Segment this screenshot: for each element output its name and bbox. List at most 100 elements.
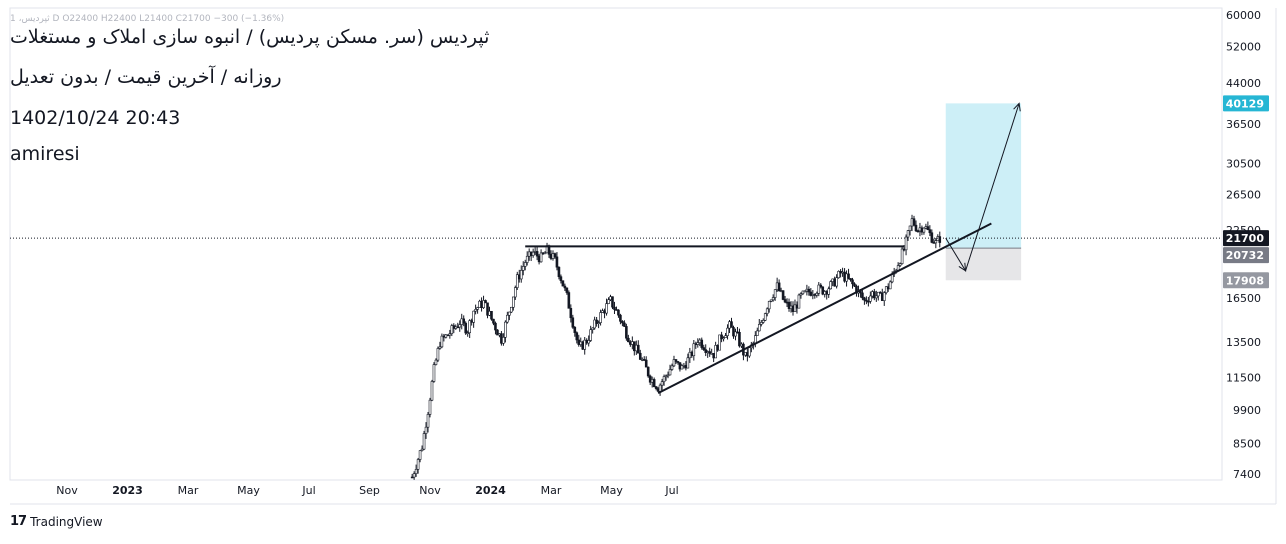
candle-body bbox=[432, 364, 436, 382]
candle-body bbox=[426, 414, 430, 428]
candle bbox=[474, 304, 477, 315]
candle bbox=[714, 341, 717, 359]
candle-body bbox=[504, 321, 507, 338]
candle-body bbox=[926, 226, 930, 230]
candle-body bbox=[412, 473, 416, 478]
candle-body bbox=[847, 273, 850, 279]
candle-body bbox=[815, 293, 819, 296]
candle bbox=[734, 328, 737, 341]
candle-body bbox=[783, 299, 787, 303]
candle bbox=[595, 316, 598, 327]
target-zone[interactable] bbox=[945, 103, 1022, 249]
candle bbox=[563, 283, 567, 291]
candle-body bbox=[510, 306, 513, 313]
support-trendline[interactable] bbox=[657, 222, 992, 395]
candle bbox=[621, 320, 624, 327]
candle-body bbox=[583, 339, 587, 350]
candle bbox=[738, 328, 741, 348]
candle bbox=[676, 361, 680, 365]
candle bbox=[670, 363, 674, 371]
candle-body bbox=[755, 330, 759, 336]
candle-body bbox=[468, 320, 471, 334]
candle-body bbox=[646, 366, 650, 377]
candle-body bbox=[748, 347, 751, 357]
y-tick-label: 9900 bbox=[1233, 404, 1261, 417]
candle-body bbox=[916, 230, 920, 233]
candle bbox=[761, 318, 765, 324]
candle bbox=[623, 320, 626, 327]
candle-body bbox=[448, 333, 452, 336]
price-tag-target: 40129 bbox=[1223, 95, 1269, 112]
x-tick-label: Mar bbox=[178, 484, 199, 497]
candle bbox=[787, 298, 791, 312]
candle-body bbox=[803, 290, 807, 293]
candle bbox=[486, 302, 489, 319]
candle bbox=[422, 430, 426, 451]
y-tick-label: 13500 bbox=[1226, 336, 1261, 349]
candle-body bbox=[865, 299, 868, 302]
candle-body bbox=[882, 292, 886, 301]
candle bbox=[878, 291, 882, 294]
candle bbox=[523, 259, 527, 271]
tradingview-brand[interactable]: 17 TradingView bbox=[10, 514, 103, 529]
projection-arrowhead-up bbox=[1013, 102, 1021, 112]
candle bbox=[692, 339, 696, 361]
candle bbox=[589, 325, 592, 342]
candle-body bbox=[763, 313, 767, 321]
candle-body bbox=[563, 285, 567, 289]
candle bbox=[769, 299, 773, 303]
candle bbox=[660, 378, 664, 391]
candle bbox=[680, 363, 684, 370]
candle-body bbox=[515, 274, 519, 288]
candle-body bbox=[573, 326, 577, 333]
candle bbox=[730, 317, 733, 328]
candle-body bbox=[765, 308, 769, 314]
candle-body bbox=[490, 310, 493, 320]
candle bbox=[543, 251, 547, 255]
candle bbox=[428, 397, 432, 418]
candle bbox=[898, 262, 902, 268]
candle bbox=[869, 291, 872, 304]
candle bbox=[593, 316, 596, 330]
candle-body bbox=[492, 318, 495, 324]
candle bbox=[418, 450, 422, 463]
candle-body bbox=[506, 314, 509, 323]
candle bbox=[434, 358, 438, 366]
candle-body bbox=[521, 266, 525, 271]
candle-body bbox=[807, 288, 811, 293]
candle bbox=[561, 280, 565, 287]
candle bbox=[821, 286, 825, 296]
candle bbox=[827, 286, 831, 298]
candle bbox=[440, 333, 444, 349]
candle-body bbox=[878, 291, 882, 294]
candle bbox=[837, 270, 840, 279]
candle-body bbox=[595, 319, 598, 324]
x-tick-label: May bbox=[237, 484, 260, 497]
candle bbox=[748, 346, 751, 358]
x-tick-label: 2024 bbox=[475, 484, 506, 497]
candle bbox=[496, 329, 499, 336]
candle-body bbox=[512, 296, 515, 308]
chart-title: ثپردیس (سر. مسکن پردیس) / انبوه سازی امل… bbox=[10, 26, 490, 48]
stop-zone[interactable] bbox=[945, 248, 1022, 281]
candle-body bbox=[565, 287, 569, 293]
candle-body bbox=[494, 322, 497, 331]
candle-body bbox=[589, 329, 592, 341]
y-tick-label: 11500 bbox=[1226, 371, 1261, 384]
y-tick-label: 7400 bbox=[1233, 468, 1261, 481]
candle bbox=[416, 457, 420, 474]
candle bbox=[617, 309, 620, 318]
candle bbox=[535, 246, 539, 261]
candle bbox=[414, 464, 418, 477]
candle bbox=[801, 290, 805, 295]
candle bbox=[482, 295, 485, 309]
candle bbox=[466, 330, 469, 337]
candle bbox=[875, 290, 878, 302]
candle bbox=[851, 277, 854, 289]
candle bbox=[930, 229, 934, 244]
candle-body bbox=[486, 302, 489, 316]
candle-body bbox=[876, 291, 880, 297]
candle bbox=[420, 445, 424, 452]
candle-body bbox=[720, 334, 723, 340]
